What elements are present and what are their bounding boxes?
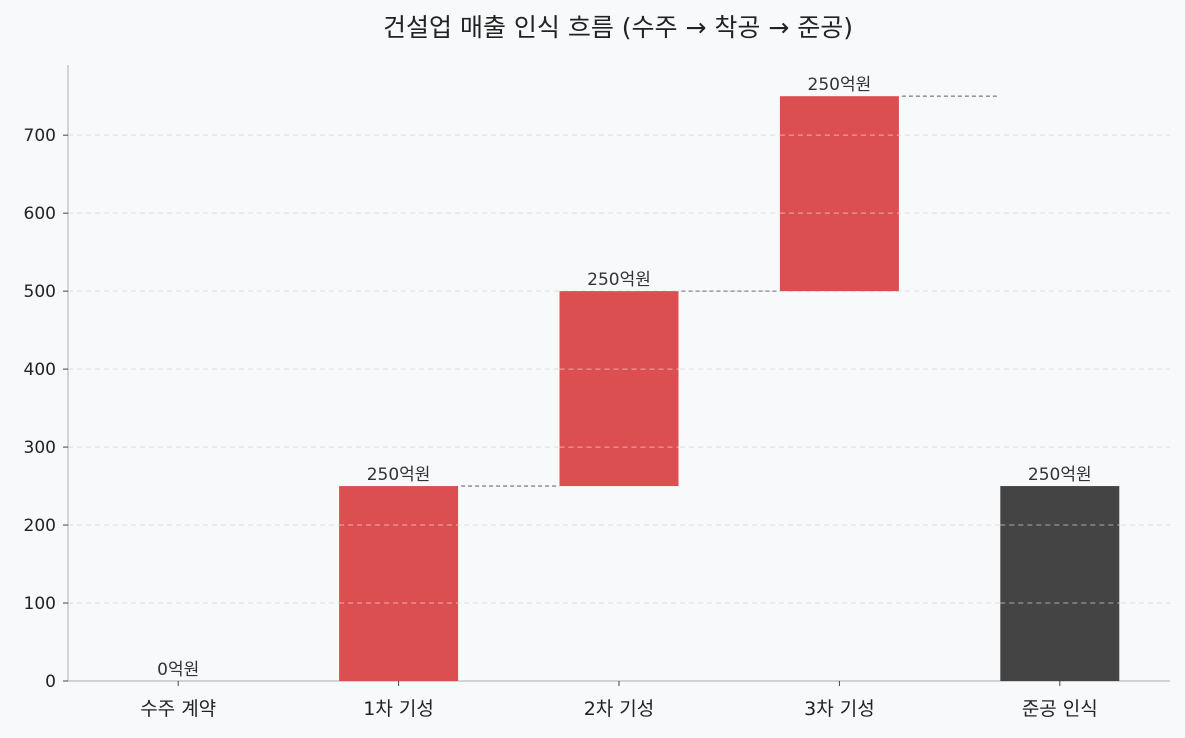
bar-layer [339,96,1120,681]
y-tick-label: 500 [24,282,56,302]
chart-title: 건설업 매출 인식 흐름 (수주 → 착공 → 준공) [383,13,853,42]
bar [779,96,899,292]
bar [559,291,679,487]
bar [339,486,459,681]
value-label-layer: 0억원 250억원 250억원 250억원 250억원 [157,75,1092,680]
y-tick-label: 400 [24,360,56,380]
connector-layer [461,95,998,487]
x-tick-label: 3차 기성 [804,698,875,720]
value-label: 0억원 [157,660,199,680]
value-label: 250억원 [808,75,872,95]
value-label: 250억원 [587,270,651,290]
x-tick-label: 준공 인식 [1022,698,1098,720]
y-tick-label: 100 [24,594,56,614]
y-tick-label: 200 [24,516,56,536]
x-tick-label: 수주 계약 [140,698,216,720]
y-tick-label: 300 [24,438,56,458]
y-tick-label: 0 [45,672,56,692]
value-label: 250억원 [1028,465,1092,485]
bar [1000,486,1120,681]
y-tick-label: 600 [24,204,56,224]
x-tick-label: 2차 기성 [584,698,655,720]
axes-layer: 0 100 200 300 400 500 600 700 수주 계약 1차 기성 2차 기성 3차 … [24,65,1170,720]
bar-gridline-overlay [339,134,1120,604]
value-label: 250억원 [367,465,431,485]
y-tick-label: 700 [24,126,56,146]
x-tick-label: 1차 기성 [363,698,434,720]
